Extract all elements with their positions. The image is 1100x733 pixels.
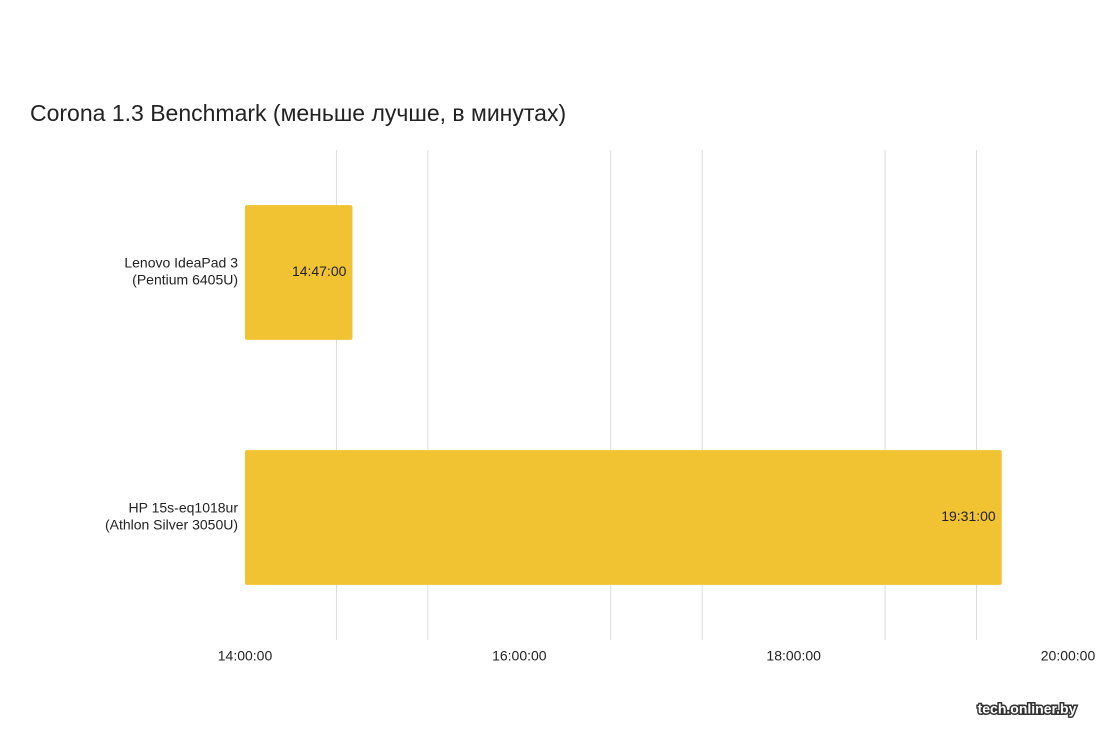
y-tick-label: (Athlon Silver 3050U) — [105, 517, 238, 533]
value-label: 14:47:00 — [292, 263, 347, 279]
bar — [245, 450, 1002, 585]
watermark: tech.onliner.by — [978, 701, 1077, 717]
x-tick-label: 18:00:00 — [766, 648, 821, 664]
value-label: 19:31:00 — [941, 508, 996, 524]
y-tick-label: Lenovo IdeaPad 3 — [124, 255, 238, 271]
y-tick-label: (Pentium 6405U) — [132, 272, 238, 288]
y-tick-label: HP 15s-eq1018ur — [129, 500, 239, 516]
x-tick-label: 20:00:00 — [1041, 648, 1096, 664]
x-tick-label: 16:00:00 — [492, 648, 547, 664]
chart-title: Corona 1.3 Benchmark (меньше лучше, в ми… — [30, 100, 566, 126]
x-tick-label: 14:00:00 — [218, 648, 273, 664]
bar — [245, 205, 353, 340]
